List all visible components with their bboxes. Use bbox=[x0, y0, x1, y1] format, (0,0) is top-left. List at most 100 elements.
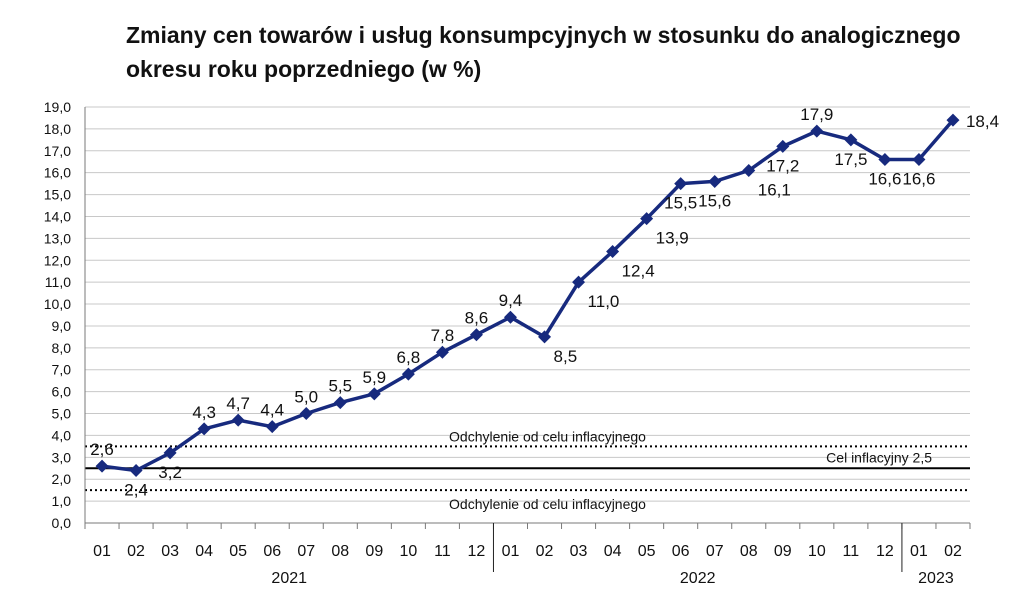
x-tick-label: 03 bbox=[570, 543, 588, 560]
year-label: 2022 bbox=[680, 570, 716, 587]
x-tick-label: 09 bbox=[365, 543, 383, 560]
data-point-marker bbox=[640, 212, 654, 226]
x-tick-label: 12 bbox=[468, 543, 486, 560]
y-tick-label: 5,0 bbox=[52, 406, 72, 422]
reference-line-label: Odchylenie od celu inflacyjnego bbox=[449, 496, 646, 512]
y-tick-label: 0,0 bbox=[52, 515, 72, 531]
x-tick-label: 07 bbox=[706, 543, 724, 560]
data-label: 16,6 bbox=[902, 170, 935, 189]
data-point-marker bbox=[810, 124, 824, 138]
data-label: 12,4 bbox=[622, 262, 655, 281]
data-point-marker bbox=[946, 113, 960, 127]
data-point-marker bbox=[776, 139, 790, 153]
x-tick-label: 01 bbox=[910, 543, 928, 560]
data-label: 18,4 bbox=[966, 112, 999, 131]
data-point-marker bbox=[265, 420, 279, 434]
data-label: 16,1 bbox=[758, 180, 791, 199]
data-label: 13,9 bbox=[656, 229, 689, 248]
x-tick-label: 08 bbox=[331, 543, 349, 560]
year-label: 2021 bbox=[271, 570, 307, 587]
data-label: 5,0 bbox=[294, 388, 318, 407]
x-tick-label: 09 bbox=[774, 543, 792, 560]
data-point-marker bbox=[401, 367, 415, 381]
data-label: 15,5 bbox=[664, 194, 697, 213]
data-point-marker bbox=[95, 459, 109, 473]
data-label: 16,6 bbox=[868, 170, 901, 189]
data-point-marker bbox=[197, 422, 211, 436]
x-tick-label: 05 bbox=[638, 543, 656, 560]
data-point-marker bbox=[435, 345, 449, 359]
x-tick-label: 10 bbox=[399, 543, 417, 560]
data-point-marker bbox=[503, 310, 517, 324]
data-label: 4,3 bbox=[192, 403, 216, 422]
y-tick-label: 17,0 bbox=[44, 143, 71, 159]
x-tick-label: 06 bbox=[672, 543, 690, 560]
x-tick-label: 02 bbox=[127, 543, 145, 560]
data-point-marker bbox=[299, 407, 313, 421]
reference-line-label: Cel inflacyjny 2,5 bbox=[826, 449, 932, 465]
data-label: 17,9 bbox=[800, 105, 833, 124]
data-point-marker bbox=[674, 177, 688, 191]
data-point-marker bbox=[912, 153, 926, 167]
x-tick-label: 07 bbox=[297, 543, 315, 560]
x-tick-label: 10 bbox=[808, 543, 826, 560]
y-tick-label: 8,0 bbox=[52, 340, 72, 356]
data-point-marker bbox=[333, 396, 347, 410]
data-label: 4,4 bbox=[260, 401, 284, 420]
data-point-marker bbox=[367, 387, 381, 401]
data-label: 17,5 bbox=[834, 150, 867, 169]
x-tick-label: 08 bbox=[740, 543, 758, 560]
data-point-marker bbox=[742, 163, 756, 177]
x-tick-label: 03 bbox=[161, 543, 179, 560]
data-label: 5,9 bbox=[363, 368, 387, 387]
x-tick-label: 01 bbox=[502, 543, 520, 560]
axes: 0,01,02,03,04,05,06,07,08,09,010,011,012… bbox=[44, 99, 971, 587]
y-tick-label: 15,0 bbox=[44, 187, 71, 203]
data-point-marker bbox=[129, 463, 143, 477]
y-tick-label: 13,0 bbox=[44, 230, 71, 246]
data-label: 8,6 bbox=[465, 309, 489, 328]
x-tick-label: 05 bbox=[229, 543, 247, 560]
reference-lines: Odchylenie od celu inflacyjnego Cel infla… bbox=[85, 428, 970, 512]
data-point-marker bbox=[231, 413, 245, 427]
data-label: 6,8 bbox=[397, 348, 421, 367]
data-point-marker bbox=[878, 153, 892, 167]
data-label: 11,0 bbox=[588, 292, 620, 311]
reference-line-label: Odchylenie od celu inflacyjnego bbox=[449, 428, 646, 444]
x-tick-label: 04 bbox=[604, 543, 622, 560]
year-label: 2023 bbox=[918, 570, 954, 587]
y-tick-label: 9,0 bbox=[52, 318, 72, 334]
x-tick-label: 11 bbox=[843, 543, 860, 560]
data-label: 7,8 bbox=[431, 326, 455, 345]
y-tick-label: 11,0 bbox=[45, 274, 71, 290]
data-point-marker bbox=[163, 446, 177, 460]
x-tick-label: 12 bbox=[876, 543, 894, 560]
y-tick-label: 12,0 bbox=[44, 252, 71, 268]
data-point-marker bbox=[572, 275, 586, 289]
y-tick-label: 7,0 bbox=[52, 362, 72, 378]
chart-title: Zmiany cen towarów i usług konsumpcyjnyc… bbox=[126, 22, 961, 82]
y-tick-label: 4,0 bbox=[52, 427, 72, 443]
data-point-marker bbox=[469, 328, 483, 342]
x-tick-label: 11 bbox=[434, 543, 451, 560]
data-series bbox=[95, 113, 960, 477]
data-label: 15,6 bbox=[698, 191, 731, 210]
x-tick-label: 06 bbox=[263, 543, 281, 560]
y-tick-label: 16,0 bbox=[44, 165, 71, 181]
data-point-marker bbox=[844, 133, 858, 147]
data-point-marker bbox=[708, 174, 722, 188]
data-label: 9,4 bbox=[499, 291, 523, 310]
y-tick-label: 1,0 bbox=[52, 493, 72, 509]
x-tick-label: 02 bbox=[944, 543, 962, 560]
data-label: 5,5 bbox=[328, 377, 352, 396]
y-tick-label: 19,0 bbox=[44, 99, 71, 115]
data-labels: 2,6 2,4 3,2 4,3 4,7 4,4 5,0 5,5 5,9 6,8 7,8 8,6 9,4 8… bbox=[90, 105, 999, 499]
y-tick-label: 3,0 bbox=[52, 449, 72, 465]
data-label: 2,4 bbox=[124, 480, 148, 499]
x-tick-label: 04 bbox=[195, 543, 213, 560]
x-tick-label: 02 bbox=[536, 543, 554, 560]
series-line bbox=[101, 118, 955, 473]
y-tick-label: 10,0 bbox=[44, 296, 71, 312]
y-tick-label: 14,0 bbox=[44, 208, 71, 224]
